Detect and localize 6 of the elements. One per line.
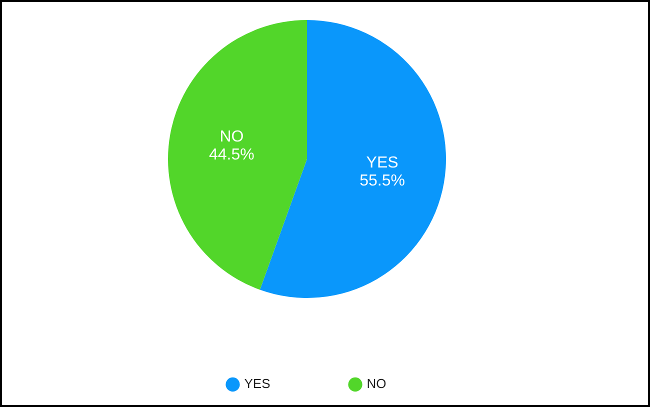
data-label: 44.5% xyxy=(209,146,254,164)
slice-label: YES xyxy=(366,154,398,172)
legend-label: YES xyxy=(244,376,271,392)
slice-label: NO xyxy=(220,128,244,146)
legend-label: NO xyxy=(366,376,386,392)
data-label: 55.5% xyxy=(360,172,405,190)
